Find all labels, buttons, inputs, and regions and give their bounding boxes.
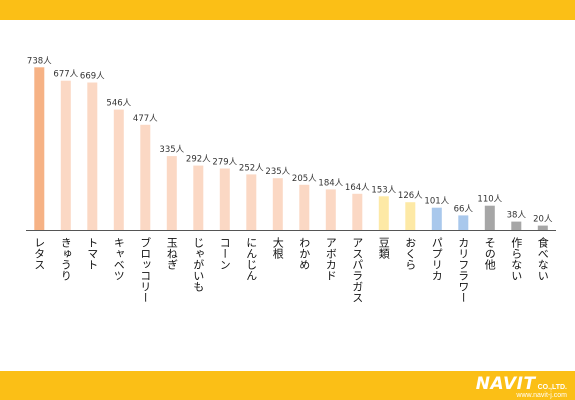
category-label-7: じゃがいも [192,237,205,292]
value-label-11: 205人 [292,174,317,184]
bar-10 [272,178,283,230]
bar-3 [87,82,98,230]
value-label-19: 38人 [507,211,527,221]
category-label-18: その他 [483,237,496,270]
category-label-group: レタス きゅうり トマト キャベツ ブロッコリー 玉ねぎ じゃがいも コーン にんじん 大根 わかめ… [33,236,549,303]
value-label-1: 738人 [27,56,52,66]
bar-1 [34,67,45,230]
bar-group [34,67,548,230]
category-label-12: アボカド [324,237,337,281]
logo-url: www.navit-j.com [516,392,567,399]
bar-6 [166,156,177,230]
value-label-4: 546人 [106,99,131,109]
bar-20 [537,225,548,230]
category-label-1: レタス [33,237,46,270]
category-label-11: わかめ [298,237,311,270]
value-label-7: 292人 [186,155,211,165]
value-label-14: 153人 [371,185,396,195]
bar-18 [484,205,495,230]
value-label-18: 110人 [477,195,502,205]
category-label-2: きゅうり [59,237,72,281]
bar-16 [431,207,442,230]
value-label-16: 101人 [424,197,449,207]
bar-2 [60,80,71,230]
value-label-10: 235人 [265,167,290,177]
bar-13 [352,193,363,230]
value-label-6: 335人 [159,145,184,155]
value-label-20: 20人 [533,215,553,225]
category-label-16: パプリカ [430,237,443,281]
bar-5 [140,124,151,230]
category-label-5: ブロッコリー [139,236,152,303]
value-label-9: 252人 [239,163,264,173]
logo-brand: NAVIT [475,374,536,394]
category-label-10: 大根 [271,236,284,260]
category-label-19: 作らない [510,237,523,281]
navit-logo: NAVIT CO.,LTD. www.navit-j.com [445,374,567,400]
value-label-12: 184人 [318,178,343,188]
bar-9 [246,174,257,230]
category-label-3: トマト [86,237,99,270]
bar-4 [113,109,124,230]
value-label-3: 669人 [80,72,105,82]
category-label-13: アスパラガス [351,237,364,303]
category-label-6: 玉ねぎ [165,237,178,270]
category-label-8: コーン [218,237,231,270]
bar-15 [405,202,416,230]
value-label-17: 66人 [454,204,474,214]
category-label-17: カリフラワー [457,237,470,303]
category-label-4: キャベツ [112,237,125,281]
category-label-15: おくら [404,237,417,270]
value-label-8: 279人 [212,158,237,168]
logo-suffix: CO.,LTD. [537,384,567,391]
value-label-15: 126人 [398,191,423,201]
category-label-9: にんじん [245,237,258,281]
category-label-14: 豆類 [377,237,390,260]
bar-7 [193,165,204,230]
value-label-5: 477人 [133,114,158,124]
bar-14 [378,196,389,230]
value-label-2: 677人 [53,70,78,80]
value-label-13: 164人 [345,183,370,193]
bar-19 [511,221,522,230]
footer-band [0,371,575,400]
header-band [0,0,575,20]
bar-11 [299,184,310,230]
bar-12 [325,189,336,230]
bar-8 [219,168,230,230]
category-label-20: 食べない [536,236,549,281]
bar-17 [458,215,469,230]
